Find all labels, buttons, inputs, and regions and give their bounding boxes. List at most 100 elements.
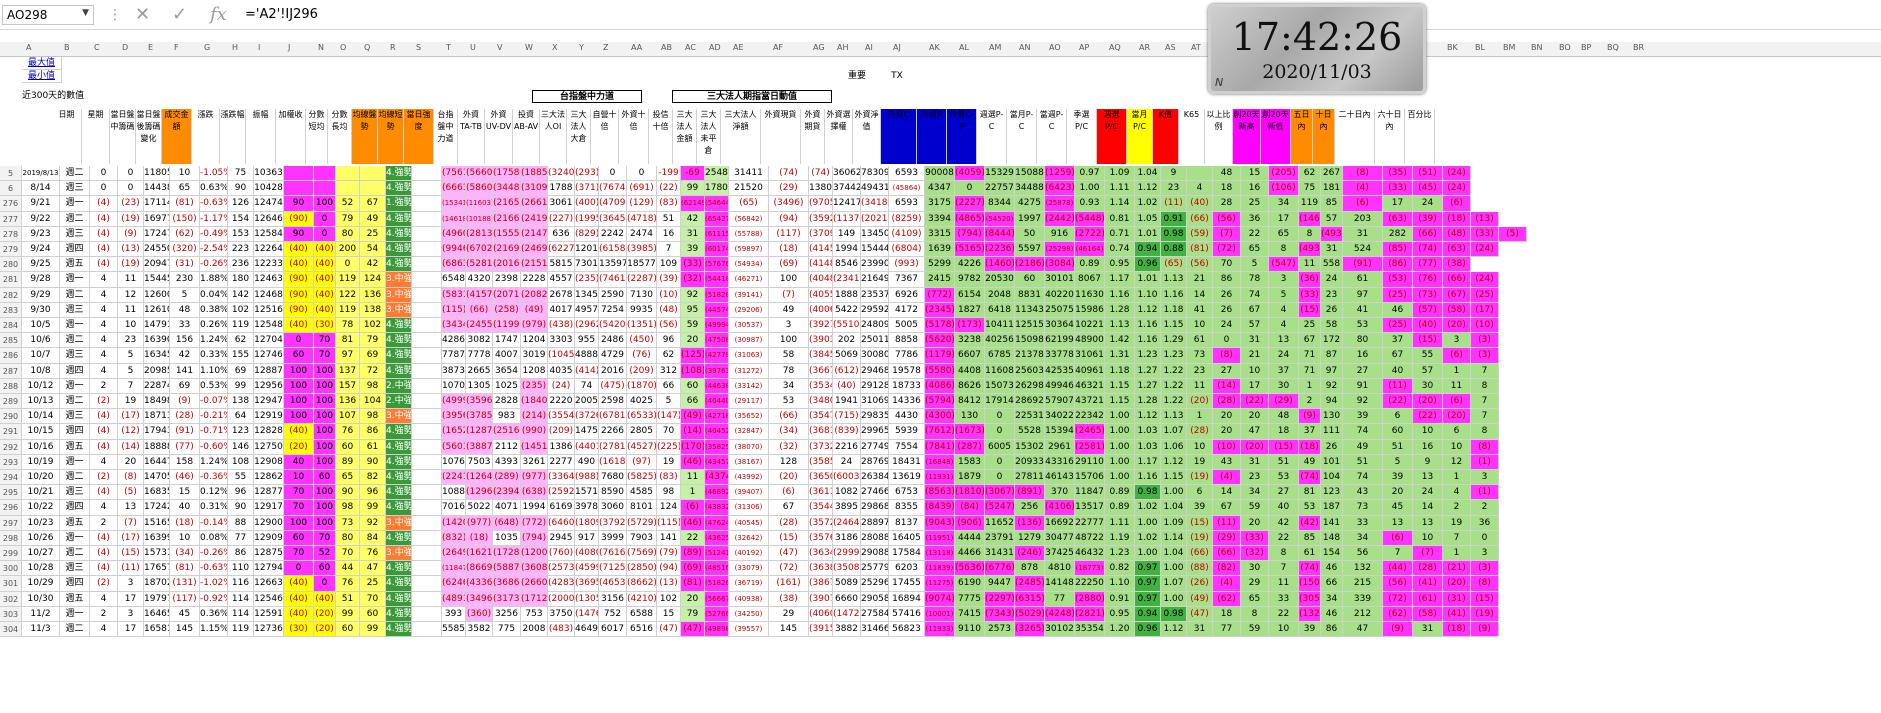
data-cell[interactable]: 27 [1269,485,1299,501]
data-cell[interactable]: 0.63% [200,181,228,197]
data-cell[interactable]: 1.06 [1161,439,1187,455]
data-cell[interactable]: (18) [1443,622,1471,638]
data-cell[interactable]: 3315 [925,226,955,242]
data-cell[interactable]: (6) [681,500,705,516]
data-cell[interactable]: 0.94 [1135,606,1161,622]
date-cell[interactable]: 9/29 [22,287,60,303]
data-cell[interactable]: (5178) [925,318,955,334]
data-cell[interactable]: 12646 [254,211,284,227]
data-cell[interactable]: 100 [314,363,336,379]
data-cell[interactable]: 5585 [442,622,466,638]
data-cell[interactable]: (56) [1187,257,1213,273]
name-box[interactable]: AO298 ▼ [2,5,94,25]
data-cell[interactable]: (46892) [705,485,729,501]
data-cell[interactable]: 2 [1443,500,1471,516]
data-cell[interactable]: 23791 [985,530,1015,546]
data-cell[interactable]: (9074) [925,591,955,607]
data-cell[interactable]: (62) [170,226,200,242]
data-cell[interactable]: (74) [769,166,809,182]
data-cell[interactable]: 10363 [254,166,284,182]
data-cell[interactable]: 4.強勢 [386,622,412,638]
row-number[interactable]: 284 [0,318,22,334]
column-letter[interactable]: J [288,43,291,52]
data-cell[interactable]: 0 [1213,333,1241,349]
column-letter[interactable]: AT [1191,43,1201,52]
date-cell[interactable]: 9/30 [22,302,60,318]
row-number[interactable]: 304 [0,622,22,638]
data-cell[interactable]: -0.07% [200,394,228,410]
data-cell[interactable]: 19 [1443,515,1471,531]
data-cell[interactable]: 0.97 [1135,591,1161,607]
data-cell[interactable]: (4) [90,530,118,546]
data-cell[interactable]: 94 [1321,394,1343,410]
data-cell[interactable]: (91) [170,424,200,440]
data-cell[interactable]: (18) [1299,439,1321,455]
column-letter[interactable]: BL [1475,43,1485,52]
data-cell[interactable]: 10764 [442,454,466,470]
data-cell[interactable]: 3999 [599,530,627,546]
data-cell[interactable]: 6926 [889,287,925,303]
data-cell[interactable]: (6804) [889,242,925,258]
data-cell[interactable]: 70 [1213,257,1241,273]
data-cell[interactable]: 6588 [627,606,657,622]
data-cell[interactable]: (30) [314,318,336,334]
data-cell[interactable]: 104 [360,394,386,410]
data-cell[interactable]: (14) [1213,378,1241,394]
data-cell[interactable]: 5 [118,348,144,364]
data-cell[interactable]: 47 [1241,424,1269,440]
data-cell[interactable]: 86 [1321,622,1343,638]
data-cell[interactable]: (90) [284,272,314,288]
data-cell[interactable]: 88 [228,515,254,531]
data-cell[interactable]: (17) [118,530,144,546]
data-cell[interactable]: 7301 [575,257,599,273]
data-cell[interactable]: 20 [1241,409,1269,425]
data-cell[interactable]: (5) [118,485,144,501]
data-cell[interactable]: 71 [1299,363,1321,379]
data-cell[interactable]: 99 [360,622,386,638]
data-cell[interactable]: 31 [1187,622,1213,638]
data-cell[interactable]: 100 [314,409,336,425]
data-cell[interactable]: 30477 [1045,530,1075,546]
data-cell[interactable]: (1305) [575,591,599,607]
data-cell[interactable]: 1.12 [1161,622,1187,638]
data-cell[interactable]: (2660) [521,576,548,592]
data-cell[interactable]: 9 [1161,166,1187,182]
fx-icon[interactable]: fx [210,4,227,25]
data-cell[interactable]: 7680 [599,470,627,486]
data-cell[interactable]: 31466 [861,622,889,638]
data-cell[interactable]: (31) [1443,591,1471,607]
data-cell[interactable]: (2464) [833,515,861,531]
data-cell[interactable]: 146 [228,439,254,455]
data-cell[interactable]: 34 [1321,591,1343,607]
data-cell[interactable]: 18 [1213,606,1241,622]
data-cell[interactable]: (40) [314,257,336,273]
data-cell[interactable]: (5420) [599,318,627,334]
data-cell[interactable]: 90 [284,226,314,242]
data-cell[interactable]: 100 [284,363,314,379]
data-cell[interactable]: 3 [118,606,144,622]
data-cell[interactable]: 163993 [144,530,170,546]
data-cell[interactable]: (2661) [521,196,548,212]
data-cell[interactable]: (125) [681,348,705,364]
data-cell[interactable]: 10 [1443,439,1471,455]
data-cell[interactable]: 78 [769,363,809,379]
data-cell[interactable]: 636 [548,226,575,242]
data-cell[interactable]: (66) [466,302,493,318]
data-cell[interactable]: 49946 [1045,378,1075,394]
data-cell[interactable]: 2.中強 [386,394,412,410]
data-cell[interactable]: (31272) [729,363,769,379]
data-cell[interactable]: (4248) [1045,606,1075,622]
data-cell[interactable]: 155 [228,348,254,364]
data-cell[interactable]: 138 [228,394,254,410]
data-cell[interactable]: (56842) [729,211,769,227]
data-cell[interactable]: 4729 [599,348,627,364]
data-cell[interactable]: 1.23 [1105,546,1135,562]
data-cell[interactable]: (4) [1213,576,1241,592]
data-cell[interactable]: 132 [1343,561,1383,577]
data-cell[interactable]: (25878) [1045,196,1075,212]
data-cell[interactable]: 6203 [889,561,925,577]
data-cell[interactable]: (43625) [705,530,729,546]
data-cell[interactable]: (24) [1471,272,1499,288]
data-cell[interactable]: 48 [170,302,200,318]
